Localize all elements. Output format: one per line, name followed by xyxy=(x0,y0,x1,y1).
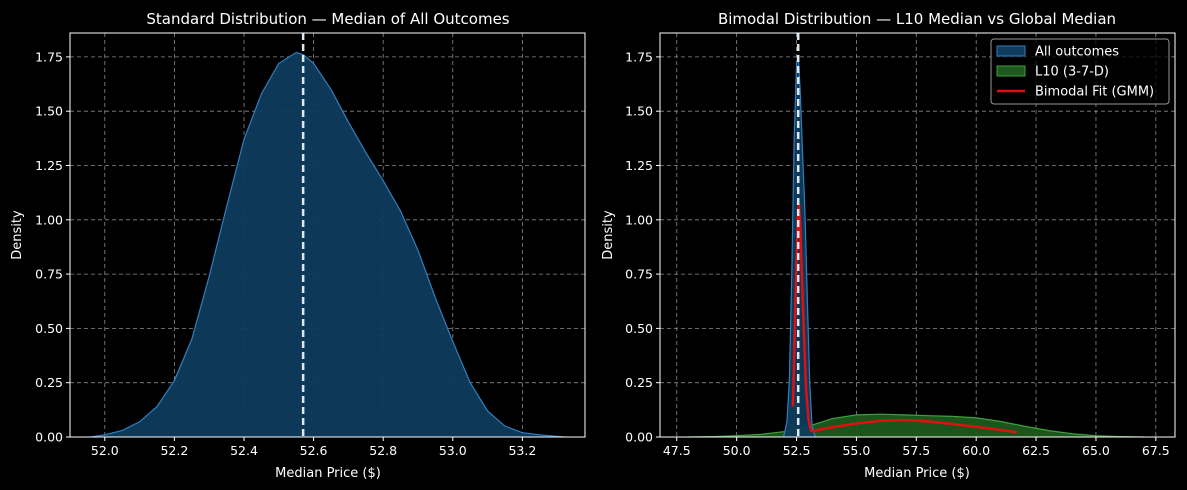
right-ytick-label: 0.75 xyxy=(625,267,653,282)
right-ytick-label: 1.50 xyxy=(625,104,653,119)
left-xtick-label: 52.6 xyxy=(300,443,328,458)
right-ytick-label: 0.25 xyxy=(625,375,653,390)
right-xtick-label: 62.5 xyxy=(1022,443,1050,458)
left-xtick-label: 52.4 xyxy=(230,443,258,458)
right-series-l10-3-7-d-outline xyxy=(688,413,1144,438)
right-ytick-label: 1.25 xyxy=(625,158,653,173)
left-ytick-label: 1.50 xyxy=(35,104,63,119)
left-xtick-label: 52.8 xyxy=(369,443,397,458)
left-ytick-label: 0.00 xyxy=(35,430,63,445)
right-xtick-label: 65.0 xyxy=(1082,443,1110,458)
right-xtick-label: 52.5 xyxy=(783,443,811,458)
right-xtick-label: 50.0 xyxy=(723,443,751,458)
right-chart-ticks: 47.5 50.0 52.5 55.0 57.5 60.0 62.5 65.0 67.5 0.00… xyxy=(625,49,1170,458)
left-chart-frame xyxy=(69,32,586,438)
left-xtick-label: 52.0 xyxy=(91,443,119,458)
left-xtick-label: 52.2 xyxy=(160,443,188,458)
left-chart-series xyxy=(90,51,565,438)
right-series-bimodal-fit-gmm-line xyxy=(791,203,1018,434)
left-series-all-outcomes-area xyxy=(90,52,565,438)
left-chart-panel: Standard Distribution — Median of All Ou… xyxy=(10,10,586,481)
legend-label-all-outcomes: All outcomes xyxy=(1035,45,1119,60)
left-chart-ylabel: Density xyxy=(10,210,25,260)
left-ytick-label: 1.00 xyxy=(35,212,63,227)
legend-swatch-all-outcomes xyxy=(996,45,1026,57)
left-chart-title: Standard Distribution — Median of All Ou… xyxy=(146,10,509,28)
right-ytick-label: 1.00 xyxy=(625,212,653,227)
right-chart-series xyxy=(688,54,1144,438)
legend-label-bimodal-fit-gmm: Bimodal Fit (GMM) xyxy=(1035,85,1154,100)
left-xtick-label: 53.0 xyxy=(439,443,467,458)
legend-box xyxy=(990,38,1170,105)
left-xtick-label: 53.2 xyxy=(508,443,536,458)
left-ytick-label: 0.25 xyxy=(35,375,63,390)
left-chart-ticks: 52.0 52.2 52.4 52.6 52.8 53.0 53.2 0.00 0.25 0.50… xyxy=(35,49,536,458)
right-ytick-label: 1.75 xyxy=(625,49,653,64)
right-xtick-label: 67.5 xyxy=(1142,443,1170,458)
right-ytick-label: 0.50 xyxy=(625,321,653,336)
right-chart-xlabel: Median Price ($) xyxy=(864,466,970,481)
legend-swatch-l10-3-7-d xyxy=(996,65,1026,77)
legend-label-l10-3-7-d: L10 (3-7-D) xyxy=(1035,65,1109,80)
right-chart-legend: All outcomes L10 (3-7-D) Bimodal Fit (GMM) xyxy=(990,38,1170,105)
left-ytick-label: 0.75 xyxy=(35,267,63,282)
left-series-all-outcomes-outline xyxy=(90,51,565,438)
right-xtick-label: 47.5 xyxy=(663,443,691,458)
right-ytick-label: 0.00 xyxy=(625,430,653,445)
left-ytick-label: 1.75 xyxy=(35,49,63,64)
left-ytick-label: 0.50 xyxy=(35,321,63,336)
right-series-all-outcomes-outline xyxy=(783,54,817,438)
right-chart-ylabel: Density xyxy=(601,210,616,260)
right-chart-panel: Bimodal Distribution — L10 Median vs Glo… xyxy=(601,10,1176,481)
right-xtick-label: 57.5 xyxy=(902,443,930,458)
left-ytick-label: 1.25 xyxy=(35,158,63,173)
right-xtick-label: 60.0 xyxy=(962,443,990,458)
right-chart-title: Bimodal Distribution — L10 Median vs Glo… xyxy=(718,10,1116,28)
left-chart-xlabel: Median Price ($) xyxy=(275,466,381,481)
right-chart-frame xyxy=(659,32,1176,438)
right-xtick-label: 55.0 xyxy=(842,443,870,458)
